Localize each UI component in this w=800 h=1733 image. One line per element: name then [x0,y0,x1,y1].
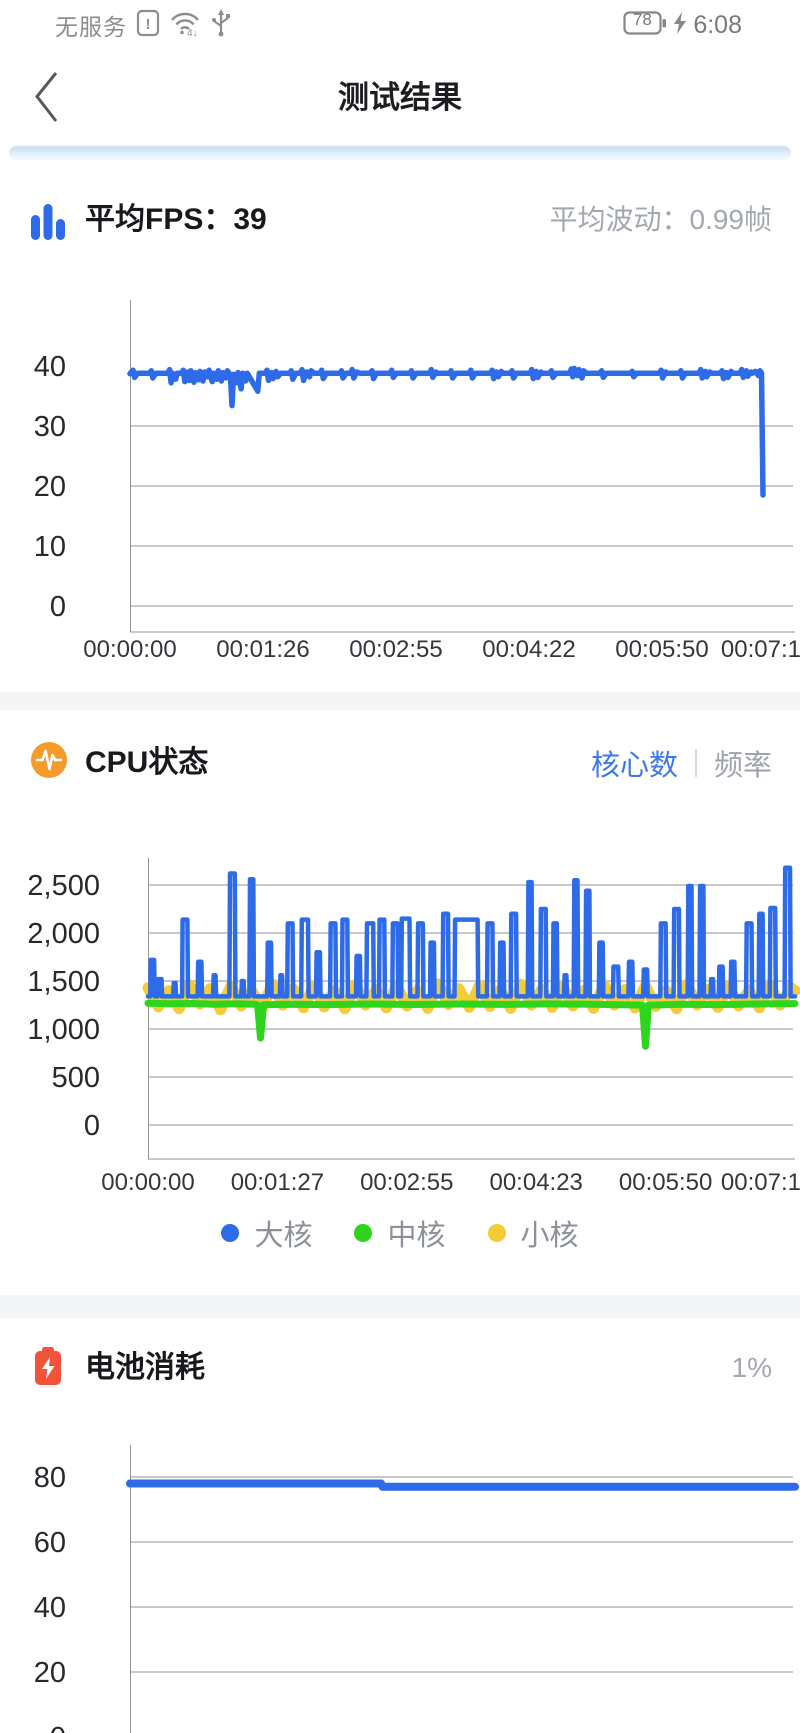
legend-label: 小核 [520,1220,579,1252]
charging-bolt-icon [673,11,687,40]
tab-frequency[interactable]: 频率 [713,750,772,782]
back-button[interactable] [30,68,70,128]
section-divider [0,1295,800,1318]
fps-xtick: 00:02:55 [349,636,442,663]
tab-separator [694,749,697,777]
fps-section-header: 平均FPS：39 平均波动：0.99帧 [0,196,800,244]
legend-dot-icon [354,1224,373,1242]
legend-dot-icon [221,1224,240,1242]
cpu-ytick: 500 [52,1062,100,1094]
cpu-ytick: 0 [84,1110,100,1142]
cpu-xtick: 00:01:27 [231,1169,324,1196]
fps-fluctuation-label: 平均波动：0.99帧 [549,204,773,235]
nav-bar: 测试结果 [0,50,800,145]
fps-xtick: 00:00:00 [83,636,176,663]
battery-chart: 0 20 40 60 80 [34,1445,799,1733]
cpu-section-header: CPU状态 核心数 频率 [0,739,800,787]
svg-text:!: ! [146,16,151,33]
battery-ytick: 40 [34,1592,66,1624]
cpu-ytick: 2,000 [27,918,100,950]
fps-title: 平均FPS：39 [85,203,267,236]
fps-ytick: 10 [34,531,66,563]
cpu-xtick: 00:04:23 [489,1169,582,1196]
fps-chart: 0 10 20 30 40 00:00:00 00:01:26 00:02:55 00:04:2… [34,300,800,663]
header-shadow-band [9,146,791,160]
legend-label: 大核 [254,1220,313,1252]
battery-ytick: 80 [34,1462,66,1494]
cpu-xtick: 00:00:00 [101,1169,194,1196]
cpu-ytick: 1,000 [27,1014,100,1046]
cpu-xtick: 00:05:50 [619,1169,712,1196]
cpu-legend: 大核 中核 小核 [0,1210,800,1256]
cpu-ytick: 2,500 [27,870,100,902]
section-divider [0,692,800,710]
sim-warning-icon: ! [136,8,160,43]
legend-dot-icon [487,1224,506,1242]
legend-item-1: 中核 [354,1212,446,1254]
battery-ytick: 0 [50,1722,66,1733]
svg-text:4↓: 4↓ [187,28,198,38]
battery-ytick: 20 [34,1657,66,1689]
battery-ytick: 60 [34,1527,66,1559]
cpu-chart: 0 500 1,000 1,500 2,000 2,500 00:00:00 00:01:27… [27,858,800,1196]
legend-item-2: 小核 [487,1212,579,1254]
battery-level-icon: 78 [623,9,667,42]
legend-item-0: 大核 [221,1212,312,1254]
cpu-xtick: 00:07:1 [721,1169,800,1196]
wifi-icon: 4↓ [169,8,201,43]
fps-xtick: 00:05:50 [615,636,708,663]
tab-core-count[interactable]: 核心数 [590,750,678,782]
battery-icon [30,1346,66,1393]
cpu-xtick: 00:02:55 [360,1169,453,1196]
cpu-ytick: 1,500 [27,966,100,998]
back-chevron-icon [30,72,64,130]
fps-ytick: 30 [34,411,66,443]
fps-ytick: 0 [50,591,66,623]
cpu-title: CPU状态 [85,746,209,779]
bar-chart-icon [30,198,66,247]
fps-ytick: 20 [34,471,66,503]
battery-section-header: 电池消耗 1% [0,1344,800,1392]
cpu-series-中核 [144,999,799,1050]
battery-consumed-value: 1% [731,1352,772,1383]
page-title: 测试结果 [338,80,462,115]
fps-xtick: 00:04:22 [482,636,575,663]
legend-label: 中核 [387,1220,446,1252]
status-bar: 无服务 ! 4↓ [0,0,800,50]
cpu-series-大核 [145,865,798,999]
cpu-tabs: 核心数 频率 [591,739,772,787]
fps-xtick: 00:01:26 [216,636,309,663]
fps-ytick: 40 [34,351,66,383]
fps-series-FPS [127,365,766,498]
carrier-label: 无服务 [55,14,127,40]
usb-icon [210,8,232,43]
status-time: 6:08 [693,10,742,39]
cpu-pulse-icon [30,741,68,784]
battery-title: 电池消耗 [85,1351,205,1384]
battery-series-电量 [126,1479,799,1491]
fps-xtick: 00:07:1 [721,636,800,663]
